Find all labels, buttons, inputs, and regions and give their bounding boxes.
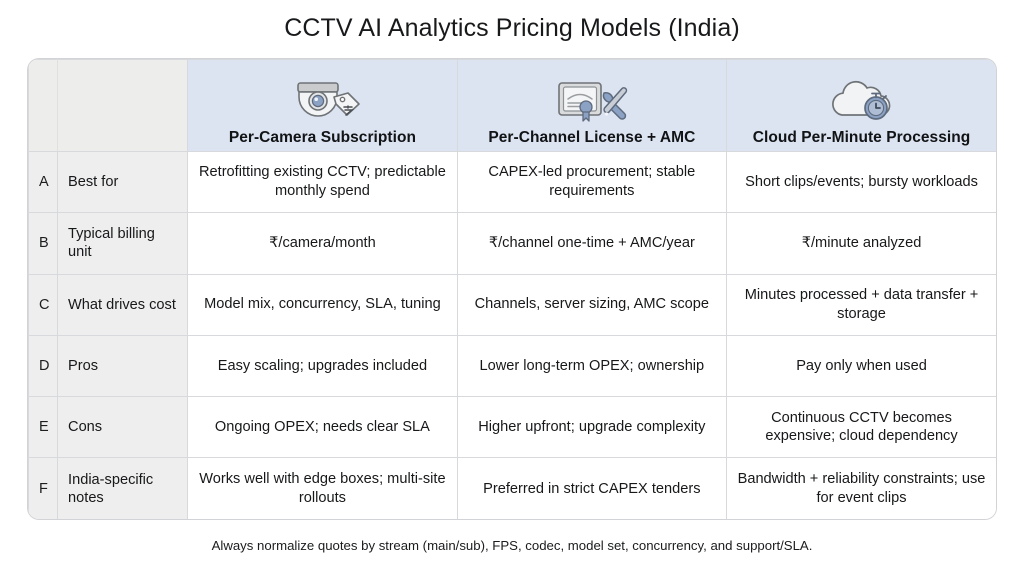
cell-f-2: Preferred in strict CAPEX tenders [456, 457, 728, 519]
cell-e-3: Continuous CCTV becomes expensive; cloud… [726, 396, 996, 459]
comparison-table-container: Per-Camera Subscription [28, 59, 996, 519]
comparison-table: Per-Camera Subscription [28, 59, 996, 519]
table-body: A Best for Retrofitting existing CCTV; p… [28, 150, 996, 519]
row-index: C [28, 273, 59, 336]
table-row: F India-specific notes Works well with e… [28, 457, 996, 519]
row-label: What drives cost [57, 273, 189, 336]
cctv-camera-price-tag-icon [272, 79, 372, 123]
cell-b-1: ₹/camera/month [187, 212, 458, 275]
cell-a-3: Short clips/events; bursty workloads [726, 150, 996, 214]
corner-cell-index [28, 59, 59, 152]
row-index: F [28, 457, 59, 519]
column-header-label: Cloud Per-Minute Processing [752, 129, 971, 146]
column-header-label: Per-Channel License + AMC [488, 129, 696, 146]
column-header-cloud-per-minute[interactable]: Cloud Per-Minute Processing [726, 59, 996, 152]
column-header-per-channel-license-amc[interactable]: Per-Channel License + AMC [456, 59, 728, 152]
cell-c-1: Model mix, concurrency, SLA, tuning [187, 273, 458, 336]
row-label: Pros [57, 334, 189, 398]
row-index: D [28, 334, 59, 398]
cell-d-1: Easy scaling; upgrades included [187, 334, 458, 398]
cell-c-2: Channels, server sizing, AMC scope [456, 273, 728, 336]
table-header-row: Per-Camera Subscription [28, 59, 996, 152]
license-certificate-tools-icon [542, 79, 642, 123]
cell-e-2: Higher upfront; upgrade complexity [456, 396, 728, 459]
corner-cell-label [57, 59, 189, 152]
cell-b-3: ₹/minute analyzed [726, 212, 996, 275]
table-row: E Cons Ongoing OPEX; needs clear SLA Hig… [28, 396, 996, 459]
column-header-per-camera-subscription[interactable]: Per-Camera Subscription [187, 59, 458, 152]
cell-d-3: Pay only when used [726, 334, 996, 398]
cell-b-2: ₹/channel one-time + AMC/year [456, 212, 728, 275]
table-row: B Typical billing unit ₹/camera/month ₹/… [28, 212, 996, 275]
cell-f-3: Bandwidth + reliability constraints; use… [726, 457, 996, 519]
row-label: Cons [57, 396, 189, 459]
table-row: A Best for Retrofitting existing CCTV; p… [28, 150, 996, 214]
row-index: E [28, 396, 59, 459]
column-header-label: Per-Camera Subscription [228, 129, 417, 146]
cell-c-3: Minutes processed + data transfer + stor… [726, 273, 996, 336]
cell-a-1: Retrofitting existing CCTV; predictable … [187, 150, 458, 214]
row-label: Best for [57, 150, 189, 214]
cell-d-2: Lower long-term OPEX; ownership [456, 334, 728, 398]
row-label: India-specific notes [57, 457, 189, 519]
cell-e-1: Ongoing OPEX; needs clear SLA [187, 396, 458, 459]
row-label: Typical billing unit [57, 212, 189, 275]
row-index: B [28, 212, 59, 275]
footnote: Always normalize quotes by stream (main/… [211, 538, 813, 553]
cell-a-2: CAPEX-led procurement; stable requiremen… [456, 150, 728, 214]
row-index: A [28, 150, 59, 214]
cloud-stopwatch-icon [812, 79, 912, 123]
table-row: C What drives cost Model mix, concurrenc… [28, 273, 996, 336]
table-row: D Pros Easy scaling; upgrades included L… [28, 334, 996, 398]
cell-f-1: Works well with edge boxes; multi-site r… [187, 457, 458, 519]
page-title: CCTV AI Analytics Pricing Models (India) [284, 14, 740, 42]
